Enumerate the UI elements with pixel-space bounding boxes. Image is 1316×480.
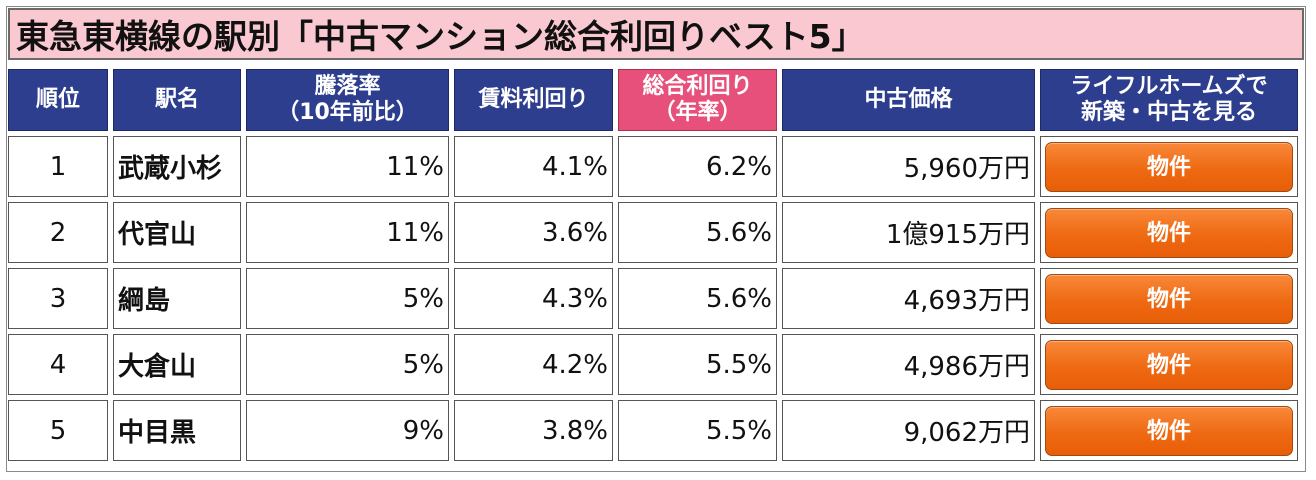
property-button[interactable]: 物件: [1045, 141, 1293, 192]
price-cell: 5,960万円: [782, 136, 1035, 197]
header-row: 順位 駅名 騰落率 （10年前比） 賃料利回り 総合利回り （年率） 中古価格 …: [8, 69, 1298, 131]
station-cell: 大倉山: [113, 334, 241, 395]
header-decline-rate: 騰落率 （10年前比）: [246, 69, 449, 131]
table-row: 4 大倉山 5% 4.2% 5.5% 4,986万円 物件: [8, 334, 1298, 395]
decline-cell: 9%: [246, 400, 449, 461]
header-lifull-line2: 新築・中古を見る: [1080, 100, 1257, 125]
property-button-cell: 物件: [1040, 268, 1298, 329]
decline-cell: 5%: [246, 334, 449, 395]
total-yield-cell: 5.6%: [618, 202, 777, 263]
total-yield-cell: 5.5%: [618, 400, 777, 461]
price-cell: 4,986万円: [782, 334, 1035, 395]
decline-cell: 5%: [246, 268, 449, 329]
property-button[interactable]: 物件: [1045, 339, 1293, 390]
property-button-cell: 物件: [1040, 334, 1298, 395]
rent-yield-cell: 3.6%: [454, 202, 613, 263]
rank-cell: 2: [8, 202, 108, 263]
property-button-cell: 物件: [1040, 202, 1298, 263]
rent-yield-cell: 4.2%: [454, 334, 613, 395]
property-button-cell: 物件: [1040, 400, 1298, 461]
table-row: 2 代官山 11% 3.6% 5.6% 1億915万円 物件: [8, 202, 1298, 263]
table-row: 5 中目黒 9% 3.8% 5.5% 9,062万円 物件: [8, 400, 1298, 461]
table-row: 1 武蔵小杉 11% 4.1% 6.2% 5,960万円 物件: [8, 136, 1298, 197]
page-title: 東急東横線の駅別「中古マンション総合利回りベスト5」: [8, 8, 1304, 60]
header-station: 駅名: [113, 69, 241, 131]
header-lifull-line1: ライフルホームズで: [1070, 74, 1268, 99]
station-cell: 武蔵小杉: [113, 136, 241, 197]
ranking-table: 順位 駅名 騰落率 （10年前比） 賃料利回り 総合利回り （年率） 中古価格 …: [3, 64, 1303, 466]
decline-cell: 11%: [246, 136, 449, 197]
rent-yield-cell: 4.1%: [454, 136, 613, 197]
header-total-yield: 総合利回り （年率）: [618, 69, 777, 131]
total-yield-cell: 5.5%: [618, 334, 777, 395]
rent-yield-cell: 4.3%: [454, 268, 613, 329]
property-button-cell: 物件: [1040, 136, 1298, 197]
header-rent-yield: 賃料利回り: [454, 69, 613, 131]
total-yield-cell: 6.2%: [618, 136, 777, 197]
rank-cell: 1: [8, 136, 108, 197]
header-decline-line1: 騰落率: [314, 74, 381, 99]
rent-yield-cell: 3.8%: [454, 400, 613, 461]
property-button[interactable]: 物件: [1045, 273, 1293, 324]
header-price: 中古価格: [782, 69, 1035, 131]
property-button[interactable]: 物件: [1045, 405, 1293, 456]
rank-cell: 5: [8, 400, 108, 461]
header-rank: 順位: [8, 69, 108, 131]
header-total-yield-line1: 総合利回り: [642, 74, 753, 99]
price-cell: 1億915万円: [782, 202, 1035, 263]
total-yield-cell: 5.6%: [618, 268, 777, 329]
header-decline-line2: （10年前比）: [277, 100, 418, 125]
price-cell: 9,062万円: [782, 400, 1035, 461]
decline-cell: 11%: [246, 202, 449, 263]
header-total-yield-line2: （年率）: [653, 100, 742, 125]
table-row: 3 綱島 5% 4.3% 5.6% 4,693万円 物件: [8, 268, 1298, 329]
rank-cell: 3: [8, 268, 108, 329]
station-cell: 中目黒: [113, 400, 241, 461]
property-button[interactable]: 物件: [1045, 207, 1293, 258]
price-cell: 4,693万円: [782, 268, 1035, 329]
station-cell: 代官山: [113, 202, 241, 263]
station-cell: 綱島: [113, 268, 241, 329]
header-lifull: ライフルホームズで 新築・中古を見る: [1040, 69, 1298, 131]
rank-cell: 4: [8, 334, 108, 395]
